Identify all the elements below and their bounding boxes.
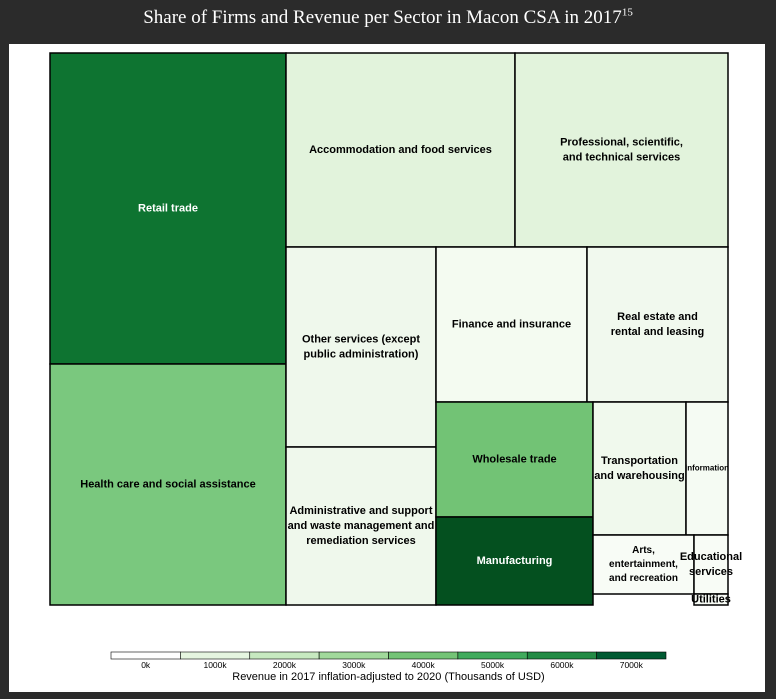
tile-label-administrative-and-support-and-waste-management-and-remediation-services: Administrative and support	[289, 505, 432, 517]
tile-label-transportation-and-warehousing: Transportation	[601, 455, 678, 467]
legend-tick-label: 0k	[141, 660, 151, 670]
tile-retail-trade	[49, 52, 287, 365]
tile-arts-entertainment-and-recreation	[592, 534, 695, 595]
tile-finance-and-insurance	[435, 246, 588, 403]
legend-bin-4	[388, 651, 459, 660]
tile-label-real-estate-and-rental-and-leasing: Real estate and	[617, 311, 698, 323]
tile-label-arts-entertainment-and-recreation: entertainment,	[609, 559, 678, 570]
tile-label-arts-entertainment-and-recreation: and recreation	[609, 573, 678, 584]
tile-information	[685, 401, 729, 536]
legend-bin-2	[249, 651, 320, 660]
legend-bin-3	[318, 651, 389, 660]
tile-label-administrative-and-support-and-waste-management-and-remediation-services: remediation services	[306, 535, 415, 547]
tile-label-educational-services: services	[689, 566, 733, 578]
legend-bin-1	[180, 651, 251, 660]
legend-tick-label: 3000k	[342, 660, 366, 670]
legend-tick-label: 7000k	[620, 660, 644, 670]
legend-tick-label: 4000k	[412, 660, 436, 670]
tile-real-estate-and-rental-and-leasing	[586, 246, 729, 403]
legend-tick-label: 1000k	[203, 660, 227, 670]
chart-title: Share of Firms and Revenue per Sector in…	[0, 6, 776, 30]
tile-wholesale-trade	[435, 401, 594, 518]
legend-bin-0	[110, 651, 181, 660]
tile-educational-services	[693, 534, 729, 595]
tile-label-other-services-except-public-administration: public administration)	[304, 348, 419, 360]
treemap-chart: Retail trade Health care and social assis…	[49, 52, 742, 683]
treemap-tiles: Retail trade Health care and social assis…	[49, 52, 742, 606]
tile-label-real-estate-and-rental-and-leasing: rental and leasing	[611, 326, 705, 338]
tile-label-finance-and-insurance: Finance and insurance	[452, 318, 571, 330]
legend-tick-label: 6000k	[550, 660, 574, 670]
title-footnote-marker: 15	[621, 6, 633, 19]
tile-label-manufacturing: Manufacturing	[477, 555, 553, 567]
legend-bin-6	[526, 651, 597, 660]
tile-health-care-and-social-assistance	[49, 363, 287, 606]
tile-label-other-services-except-public-administration: Other services (except	[302, 333, 420, 345]
color-legend: 0k 1000k 2000k 3000k 4000k 5000k 6000k 7000k Rev…	[110, 651, 667, 683]
chart-panel: Retail trade Health care and social assis…	[9, 44, 765, 692]
tile-accommodation-and-food-services	[285, 52, 516, 248]
legend-tick-label: 5000k	[481, 660, 505, 670]
tile-label-educational-services: Educational	[680, 551, 742, 563]
tile-label-wholesale-trade: Wholesale trade	[472, 453, 556, 465]
tile-professional-scientific-and-technical-services	[514, 52, 729, 248]
legend-title: Revenue in 2017 inflation-adjusted to 20…	[232, 671, 544, 683]
tile-label-administrative-and-support-and-waste-management-and-remediation-services: and waste management and	[288, 520, 435, 532]
legend-tick-label: 2000k	[273, 660, 297, 670]
tile-label-arts-entertainment-and-recreation: Arts,	[632, 545, 655, 556]
tile-label-information: Information	[685, 464, 729, 473]
tile-other-services-except-public-administration	[285, 246, 437, 448]
tile-label-professional-scientific-and-technical-services: and technical services	[563, 151, 680, 163]
tile-label-professional-scientific-and-technical-services: Professional, scientific,	[560, 136, 683, 148]
tile-utilities	[693, 593, 729, 606]
chart-title-text: Share of Firms and Revenue per Sector in…	[143, 7, 622, 28]
tile-manufacturing	[435, 516, 594, 606]
tile-label-transportation-and-warehousing: and warehousing	[594, 470, 684, 482]
legend-bin-5	[457, 651, 528, 660]
tile-label-retail-trade: Retail trade	[138, 202, 198, 214]
tile-label-utilities: Utilities	[691, 593, 731, 605]
tile-label-health-care-and-social-assistance: Health care and social assistance	[80, 478, 255, 490]
tile-transportation-and-warehousing	[592, 401, 687, 536]
legend-bin-7	[596, 651, 667, 660]
tile-administrative-and-support-and-waste-management-and-remediation-services	[285, 446, 437, 606]
tile-label-accommodation-and-food-services: Accommodation and food services	[309, 144, 492, 156]
